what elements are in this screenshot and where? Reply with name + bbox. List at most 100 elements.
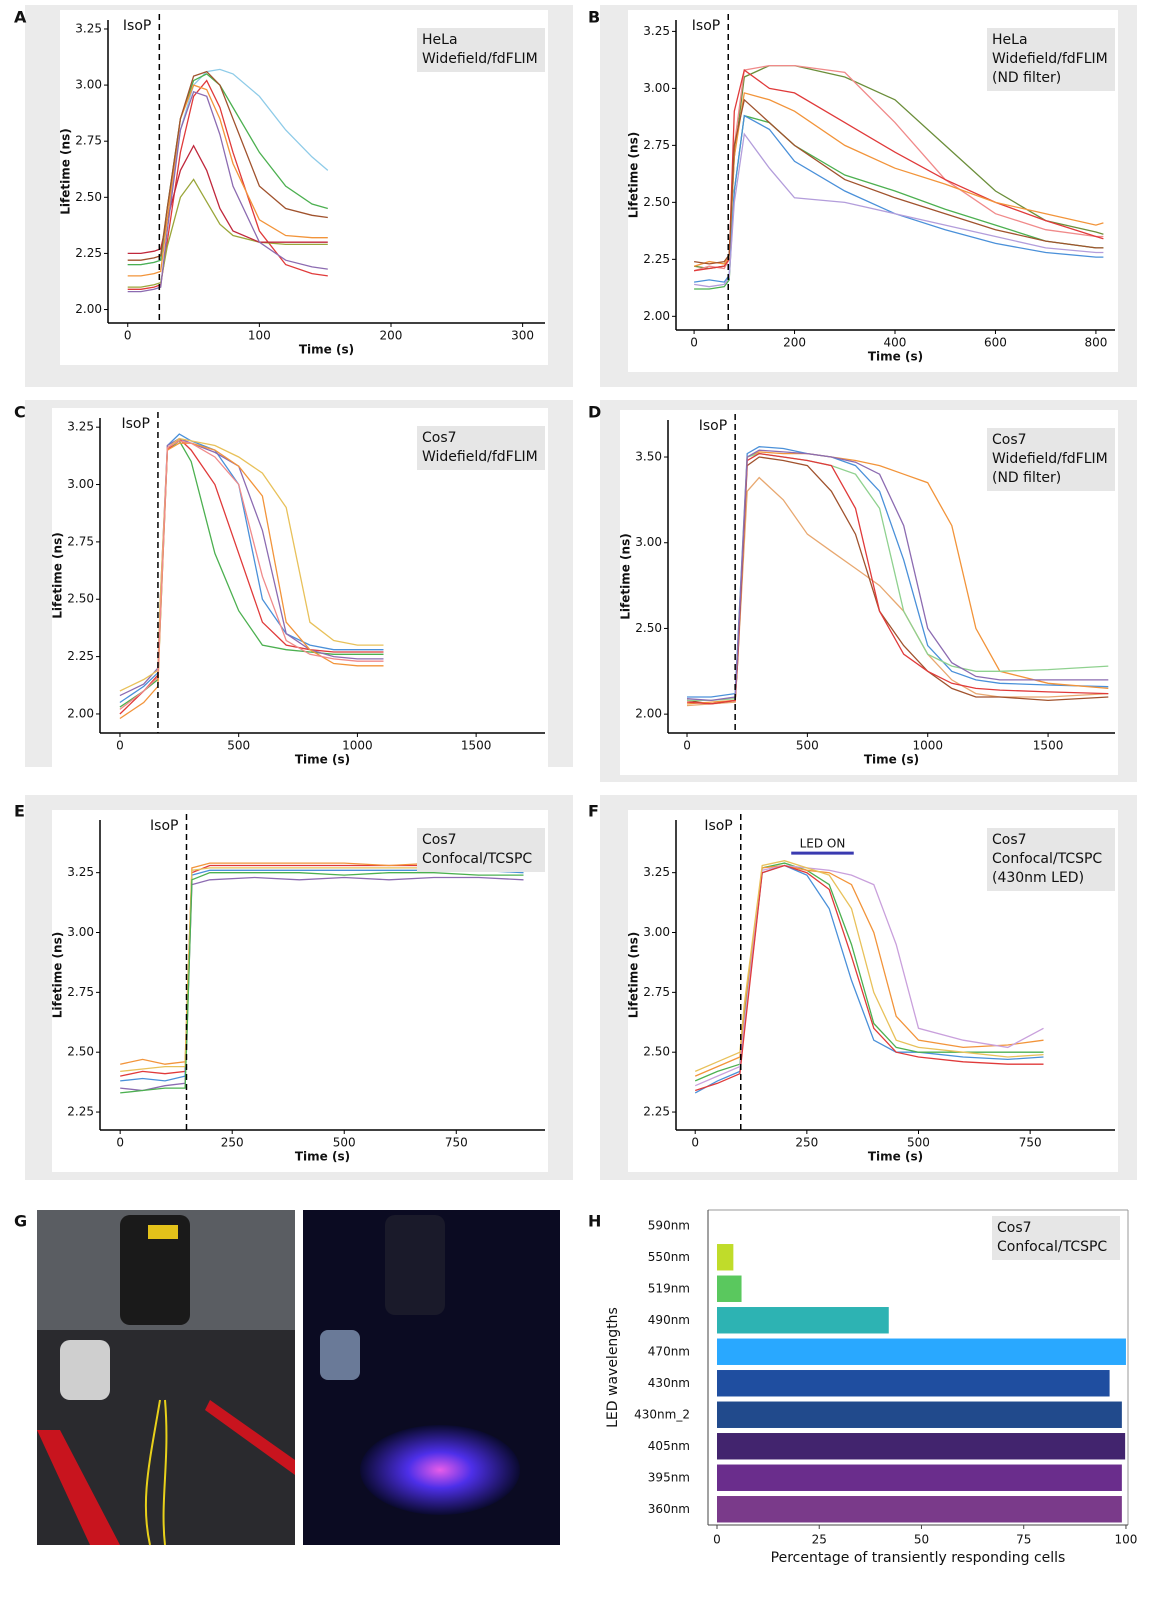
trace xyxy=(694,864,1044,1087)
y-tick-label: 470nm xyxy=(648,1344,690,1358)
info-text: Widefield/fdFLIM xyxy=(992,51,1108,67)
photo-led-glow xyxy=(360,1425,520,1515)
trace xyxy=(120,872,524,1094)
info-text: Widefield/fdFLIM xyxy=(992,451,1108,467)
x-tick-label: 0 xyxy=(690,336,698,350)
y-tick-label: 3.25 xyxy=(643,865,670,879)
y-tick-label: 2.00 xyxy=(67,706,94,720)
x-tick-label: 500 xyxy=(907,1136,930,1150)
x-axis-title: Time (s) xyxy=(299,343,354,357)
x-tick-label: 75 xyxy=(1016,1533,1031,1547)
x-axis-title: Percentage of transiently responding cel… xyxy=(771,1550,1066,1566)
photo-led-box xyxy=(320,1330,360,1380)
x-tick-label: 750 xyxy=(445,1136,468,1150)
info-text: Cos7 xyxy=(422,430,457,446)
info-text: (430nm LED) xyxy=(992,870,1084,886)
info-text: HeLa xyxy=(422,32,458,48)
info-text: Cos7 xyxy=(422,832,457,848)
bar xyxy=(716,1338,1126,1365)
bar xyxy=(716,1464,1122,1491)
y-tick-label: 2.00 xyxy=(75,302,102,316)
x-axis-title: Time (s) xyxy=(868,1150,923,1164)
y-tick-label: 3.25 xyxy=(67,865,94,879)
info-box xyxy=(987,828,1115,891)
info-box xyxy=(417,426,545,470)
span-label: LED ON xyxy=(800,837,846,851)
y-tick-label: 2.00 xyxy=(635,707,662,721)
y-tick-label: 2.50 xyxy=(643,1045,670,1059)
isop-label: IsoP xyxy=(123,18,151,34)
y-tick-label: 550nm xyxy=(648,1250,690,1264)
y-tick-label: 2.25 xyxy=(67,649,94,663)
y-tick-label: 2.25 xyxy=(643,1105,670,1119)
y-axis-title: Lifetime (ns) xyxy=(619,533,633,619)
y-tick-label: 3.00 xyxy=(67,925,94,939)
y-tick-label: 3.00 xyxy=(643,81,670,95)
y-tick-label: 360nm xyxy=(648,1502,690,1516)
y-axis-title: Lifetime (ns) xyxy=(627,132,641,218)
x-tick-label: 200 xyxy=(380,329,403,343)
x-tick-label: 1000 xyxy=(342,739,373,753)
x-tick-label: 250 xyxy=(221,1136,244,1150)
x-tick-label: 100 xyxy=(248,329,271,343)
x-tick-label: 0 xyxy=(683,739,691,753)
trace xyxy=(120,876,524,1092)
y-tick-label: 490nm xyxy=(648,1313,690,1327)
y-axis-title: Lifetime (ns) xyxy=(51,532,65,618)
trace xyxy=(127,73,328,266)
y-tick-label: 2.50 xyxy=(643,195,670,209)
isop-label: IsoP xyxy=(704,818,732,834)
x-tick-label: 0 xyxy=(691,1136,699,1150)
panel-letter: B xyxy=(588,8,600,27)
x-tick-label: 1000 xyxy=(912,739,943,753)
y-tick-label: 2.50 xyxy=(67,1045,94,1059)
y-tick-label: 3.00 xyxy=(635,535,662,549)
y-tick-label: 3.00 xyxy=(643,925,670,939)
y-tick-label: 2.50 xyxy=(67,592,94,606)
x-tick-label: 600 xyxy=(984,336,1007,350)
x-tick-label: 800 xyxy=(1084,336,1107,350)
isop-label: IsoP xyxy=(150,818,178,834)
y-tick-label: 2.00 xyxy=(643,309,670,323)
info-text: Widefield/fdFLIM xyxy=(422,51,538,67)
panel-letter: G xyxy=(14,1212,27,1231)
x-axis-title: Time (s) xyxy=(864,753,919,767)
info-text: (ND filter) xyxy=(992,470,1061,486)
y-tick-label: 3.00 xyxy=(75,78,102,92)
x-tick-label: 0 xyxy=(116,739,124,753)
y-tick-label: 2.75 xyxy=(67,534,94,548)
info-text: Cos7 xyxy=(992,832,1027,848)
y-tick-label: 590nm xyxy=(648,1218,690,1232)
info-box xyxy=(992,1216,1120,1260)
bar xyxy=(716,1275,742,1302)
photo-fiber xyxy=(144,1399,168,1546)
trace xyxy=(127,79,328,290)
y-axis-title: Lifetime (ns) xyxy=(627,932,641,1018)
y-tick-label: 3.00 xyxy=(67,477,94,491)
y-tick-label: 2.25 xyxy=(75,246,102,260)
y-tick-label: 3.50 xyxy=(635,450,662,464)
x-tick-label: 250 xyxy=(795,1136,818,1150)
info-text: HeLa xyxy=(992,32,1028,48)
x-tick-label: 200 xyxy=(783,336,806,350)
info-box xyxy=(417,828,545,872)
photo-panel: G xyxy=(14,1210,560,1546)
bar xyxy=(716,1433,1126,1460)
x-tick-label: 500 xyxy=(333,1136,356,1150)
bar xyxy=(716,1496,1122,1523)
x-tick-label: 1500 xyxy=(1033,739,1064,753)
x-tick-label: 0 xyxy=(124,329,132,343)
y-tick-label: 3.25 xyxy=(67,420,94,434)
x-axis-title: Time (s) xyxy=(295,1150,350,1164)
trace xyxy=(119,440,384,710)
trace xyxy=(686,449,1109,702)
y-tick-label: 2.75 xyxy=(75,134,102,148)
info-box xyxy=(987,428,1115,491)
photo-red-rail xyxy=(205,1400,295,1475)
x-tick-label: 500 xyxy=(796,739,819,753)
y-tick-label: 519nm xyxy=(648,1281,690,1295)
y-tick-label: 3.25 xyxy=(643,24,670,38)
x-tick-label: 50 xyxy=(914,1533,929,1547)
bar xyxy=(716,1244,734,1271)
